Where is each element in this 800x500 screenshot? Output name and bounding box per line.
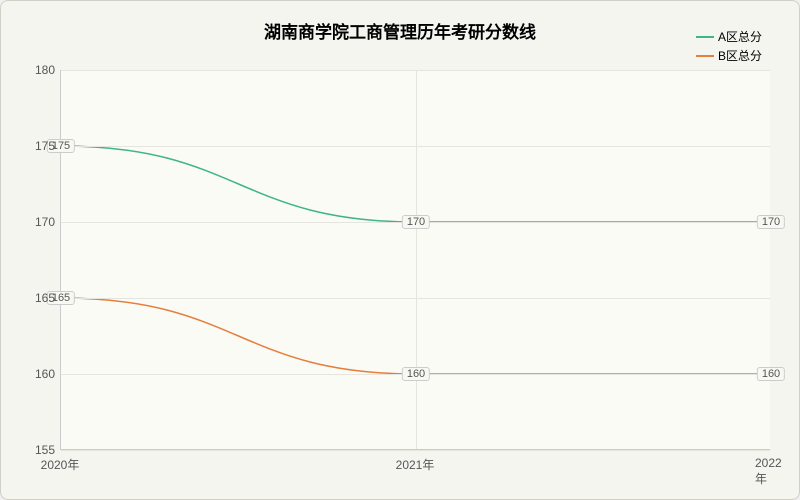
grid-line-v — [416, 70, 417, 449]
legend-label-b: B区总分 — [718, 47, 762, 64]
data-label: 170 — [402, 215, 430, 229]
y-axis-label: 165 — [35, 291, 55, 305]
y-axis-label: 170 — [35, 215, 55, 229]
x-axis-label: 2020年 — [41, 456, 80, 473]
y-axis-label: 160 — [35, 367, 55, 381]
legend-item-a: A区总分 — [696, 28, 762, 45]
plot-area: 175170170165160160 — [60, 70, 770, 450]
y-axis-label: 175 — [35, 139, 55, 153]
data-label: 160 — [402, 367, 430, 381]
y-axis-label: 180 — [35, 63, 55, 77]
legend-swatch-b — [696, 55, 714, 57]
x-axis-label: 2022年 — [755, 456, 785, 487]
grid-line-h — [61, 450, 770, 451]
chart-container: 湖南商学院工商管理历年考研分数线 A区总分 B区总分 1751701701651… — [0, 0, 800, 500]
y-axis-label: 155 — [35, 443, 55, 457]
x-axis-label: 2021年 — [396, 456, 435, 473]
legend-label-a: A区总分 — [718, 28, 762, 45]
data-label: 160 — [757, 367, 785, 381]
legend: A区总分 B区总分 — [696, 28, 762, 66]
chart-title: 湖南商学院工商管理历年考研分数线 — [0, 18, 800, 43]
legend-swatch-a — [696, 36, 714, 38]
legend-item-b: B区总分 — [696, 47, 762, 64]
data-label: 170 — [757, 215, 785, 229]
